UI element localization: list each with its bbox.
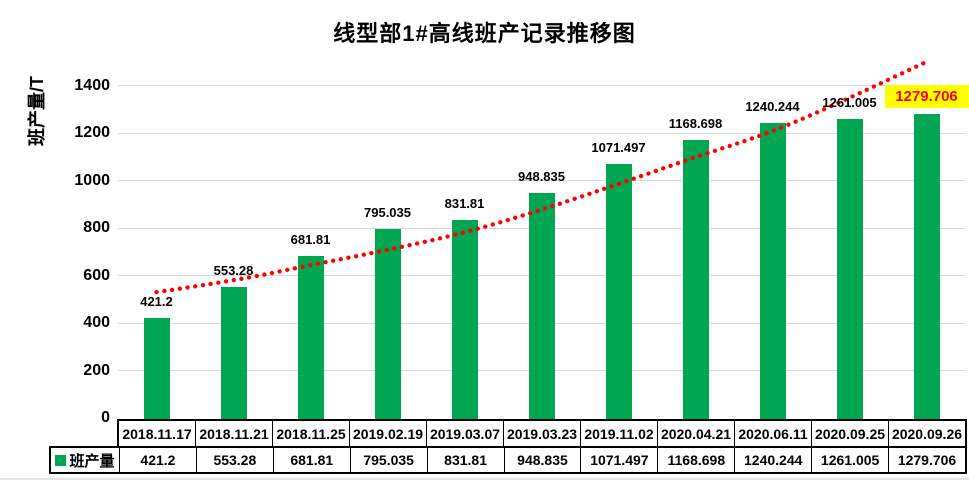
bar-value-label: 421.2 [140,293,173,309]
bar-2020.04.21 [682,140,709,419]
bar-2018.11.25 [297,256,324,419]
chart-title: 线型部1#高线班产记录推移图 [333,21,636,46]
y-tick-label: 1000 [74,171,110,189]
legend-key-swatch [55,454,67,466]
gridline-1400 [118,85,965,86]
date-cell: 2018.11.17 [122,425,192,442]
value-cell: 948.835 [503,448,581,472]
value-cell: 1168.698 [657,448,734,472]
legend-cell: 班产量 [51,448,119,472]
bar-value-label: 1279.706 [884,85,969,109]
date-cell: 2020.09.26 [888,421,965,446]
bar-2020.09.26 [913,114,940,419]
bar-2019.03.07 [451,220,478,419]
bar-2020.06.11 [759,123,786,419]
bottom-edge-line [0,478,969,480]
date-cell: 2019.02.19 [349,421,426,446]
y-tick-label: 800 [83,219,110,236]
y-tick-label: 400 [83,314,110,331]
bar-value-label: 553.28 [213,262,254,278]
date-cell: 2018.11.25 [272,421,349,446]
bar-value-label: 1240.244 [745,99,800,115]
value-cell: 1279.706 [888,448,965,472]
date-cell: 2019.03.23 [503,421,580,446]
bar-value-label: 1261.005 [822,94,877,110]
date-cell: 2019.11.02 [580,421,657,446]
legend-label: 班产量 [69,452,115,470]
y-tick-label: 0 [101,409,110,426]
y-tick-label: 1200 [74,124,110,141]
bar-2019.02.19 [374,229,401,419]
value-cell: 421.2 [119,448,196,472]
value-cell: 795.035 [349,448,427,472]
bar-value-label: 1168.698 [668,116,723,132]
value-cell: 1240.244 [734,448,811,472]
value-cell: 831.81 [426,448,504,472]
value-cell: 1071.497 [580,448,657,472]
bar-value-label: 948.835 [518,168,565,184]
date-cell: 2018.11.21 [195,421,272,446]
y-tick-label: 1400 [74,76,110,94]
data-table-values-row: 班产量 421.2 553.28 681.81 795.035 831.81 948.835… [49,446,967,474]
y-tick-label: 600 [83,266,110,284]
y-axis-title: 班产量/T [27,76,47,146]
bar-2018.11.21 [220,286,247,419]
bar-2019.11.02 [605,163,632,419]
bar-value-label: 831.81 [444,196,485,212]
bar-2019.03.23 [528,192,555,419]
date-cell: 2019.03.07 [426,421,503,446]
value-cell: 1261.005 [811,448,888,472]
bar-value-label: 795.035 [364,205,411,221]
date-cell: 2020.09.25 [811,421,888,446]
bar-2020.09.25 [836,118,863,419]
value-cell: 681.81 [272,448,350,472]
date-cell: 2020.04.21 [657,421,734,446]
data-table-dates-row: 2018.11.17 2018.11.21 2018.11.25 2019.02.19… [117,419,967,446]
date-cell: 2020.06.11 [734,421,811,446]
bar-value-label: 681.81 [290,232,331,248]
y-tick-label: 200 [83,361,110,379]
bar-value-label: 1071.497 [591,139,646,155]
bar-2018.11.17 [143,317,170,419]
value-cell: 553.28 [195,448,273,472]
